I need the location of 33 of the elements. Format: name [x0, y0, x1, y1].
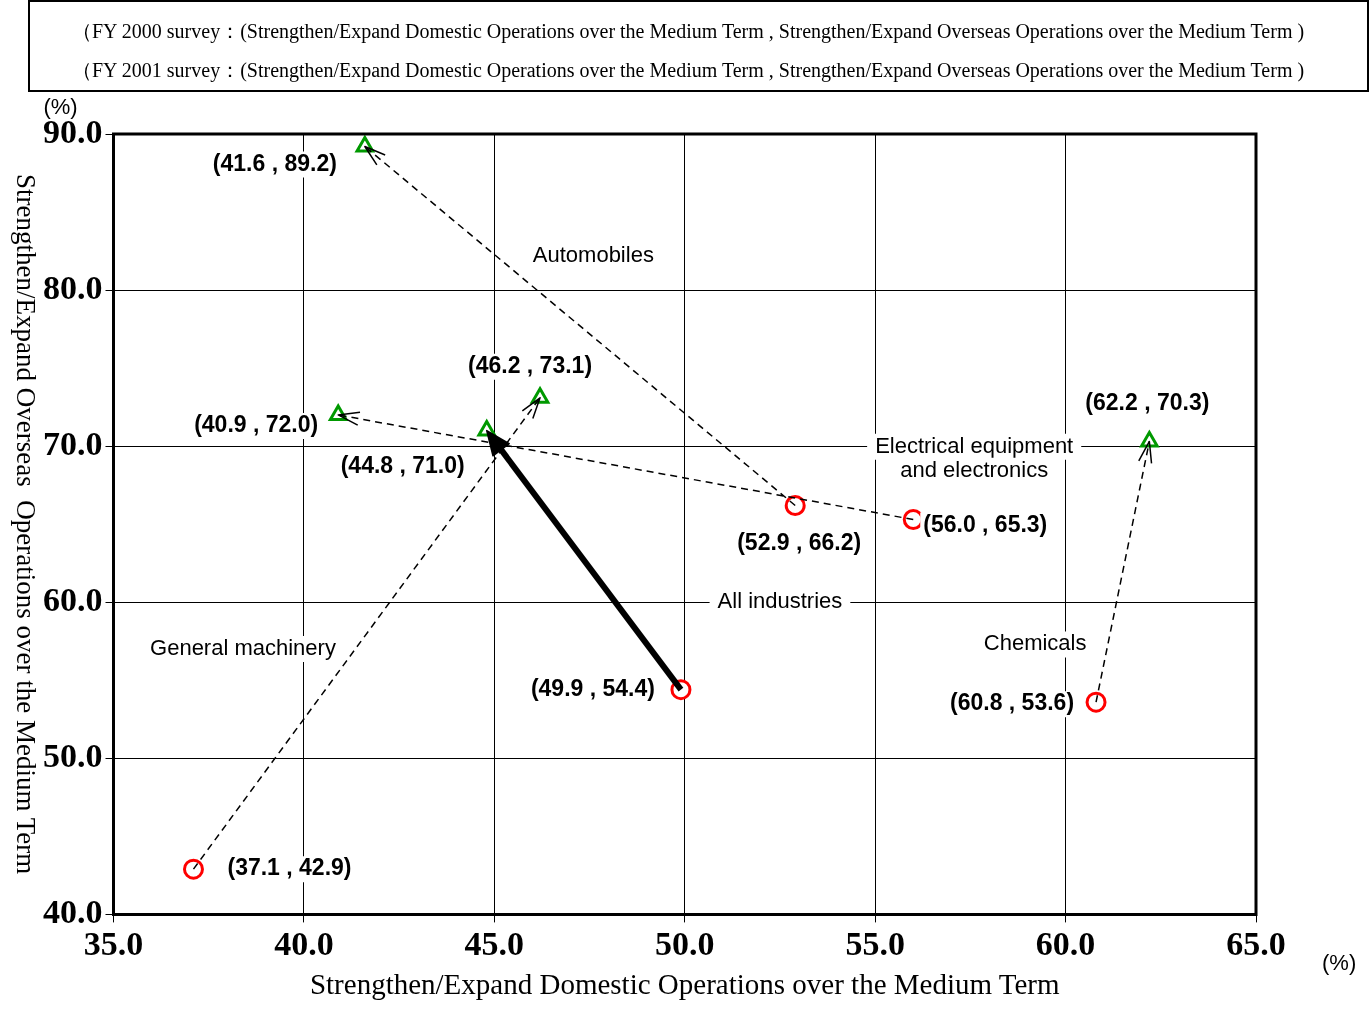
y-tick-label: 50.0 [43, 737, 103, 775]
x-tick-label: 55.0 [845, 924, 905, 962]
x-axis-title: Strengthen/Expand Domestic Operations over the Medium Term [309, 968, 1061, 1001]
point [182, 858, 204, 880]
x-tick-label: 65.0 [1226, 924, 1286, 962]
annotation: All industries [717, 588, 843, 614]
data-label: (41.6 , 89.2) [212, 149, 337, 176]
y-tick-label: 60.0 [43, 581, 103, 619]
y-tick-label: 70.0 [43, 424, 103, 462]
x-tick-label: 45.0 [464, 924, 525, 962]
data-label: (37.1 , 42.9) [227, 854, 352, 881]
data-label: (44.8 , 71.0) [340, 451, 465, 478]
data-label: (40.9 , 72.0) [194, 411, 319, 438]
data-label: (49.9 , 54.4) [530, 674, 655, 701]
y-tick-label: 80.0 [43, 268, 103, 306]
data-label: (46.2 , 73.1) [468, 352, 593, 379]
chart-title: （FY 2000 survey：(Strengthen/Expand Domestic Operations over the Medium Term , Strengthen/Expand Overseas Operations over the Medium Term ) [72, 19, 1306, 45]
text: (%) [1322, 950, 1357, 976]
y-axis-title: Strengthen/Expand Overseas Operations over the Medium Term [10, 174, 41, 875]
annotation: Chemicals [983, 630, 1087, 656]
data-label: (52.9 , 66.2) [737, 528, 862, 555]
data-label: (62.2 , 70.3) [1085, 388, 1210, 415]
x-tick-label: 60.0 [1035, 924, 1096, 962]
point [784, 494, 806, 516]
data-label: (56.0 , 65.3) [923, 510, 1048, 537]
data-label: (60.8 , 53.6) [950, 689, 1075, 716]
x-tick-label: 50.0 [655, 924, 715, 962]
annotation: Automobiles [532, 241, 654, 267]
annotation: Electrical equipment and electronics [875, 432, 1074, 482]
chart-subtitle: （FY 2001 survey：(Strengthen/Expand Domestic Operations over the Medium Term , Strengthen/Expand Overseas Operations over the Medium Term ) [72, 58, 1306, 84]
point [1085, 691, 1107, 713]
annotation: General machinery [150, 635, 336, 661]
x-tick-label: 40.0 [274, 924, 334, 962]
